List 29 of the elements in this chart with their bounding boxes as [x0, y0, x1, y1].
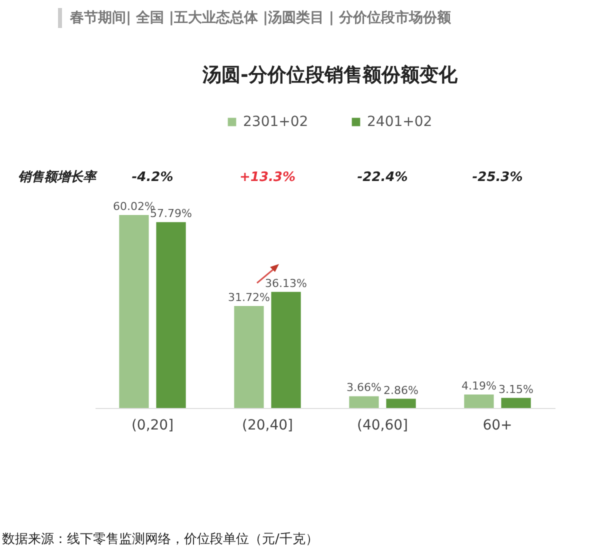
legend-label: 2301+02 [243, 114, 308, 130]
bar [271, 292, 301, 408]
data-label: 2.86% [384, 384, 419, 397]
source-note: 数据来源：线下零售监测网络，价位段单位（元/千克） [2, 531, 318, 548]
text: 春节期间| 全国 |五大业态总体 |汤圆类目 | 分价位段市场份额 [58, 8, 451, 28]
data-label: 3.15% [498, 382, 534, 396]
x-tick-label: 60+ [482, 418, 512, 434]
legend-label: 2401+02 [367, 114, 432, 130]
data-label: 3.66% [346, 381, 382, 394]
bar [156, 222, 186, 408]
data-label: 31.72% [228, 291, 270, 304]
text: -25.3% [472, 170, 523, 185]
data-label: 36.13% [265, 276, 308, 290]
x-tick-label: (40,60] [356, 418, 408, 434]
x-tick-label: (0,20] [131, 418, 174, 434]
bar [501, 398, 531, 408]
bar [349, 396, 379, 408]
text: -22.4% [357, 170, 408, 185]
chart-title: 汤圆-分价位段销售额份额变化 [201, 63, 458, 88]
text: -4.2% [132, 170, 174, 185]
data-label: 57.79% [150, 207, 192, 220]
text: +13.3% [240, 170, 296, 185]
bar [386, 398, 416, 408]
x-tick-label: (20,40] [242, 418, 294, 434]
bar [234, 306, 264, 408]
bar [464, 394, 494, 408]
text: 销售额增长率 [18, 169, 98, 185]
bar [119, 215, 149, 408]
data-label: 4.19% [461, 380, 496, 393]
